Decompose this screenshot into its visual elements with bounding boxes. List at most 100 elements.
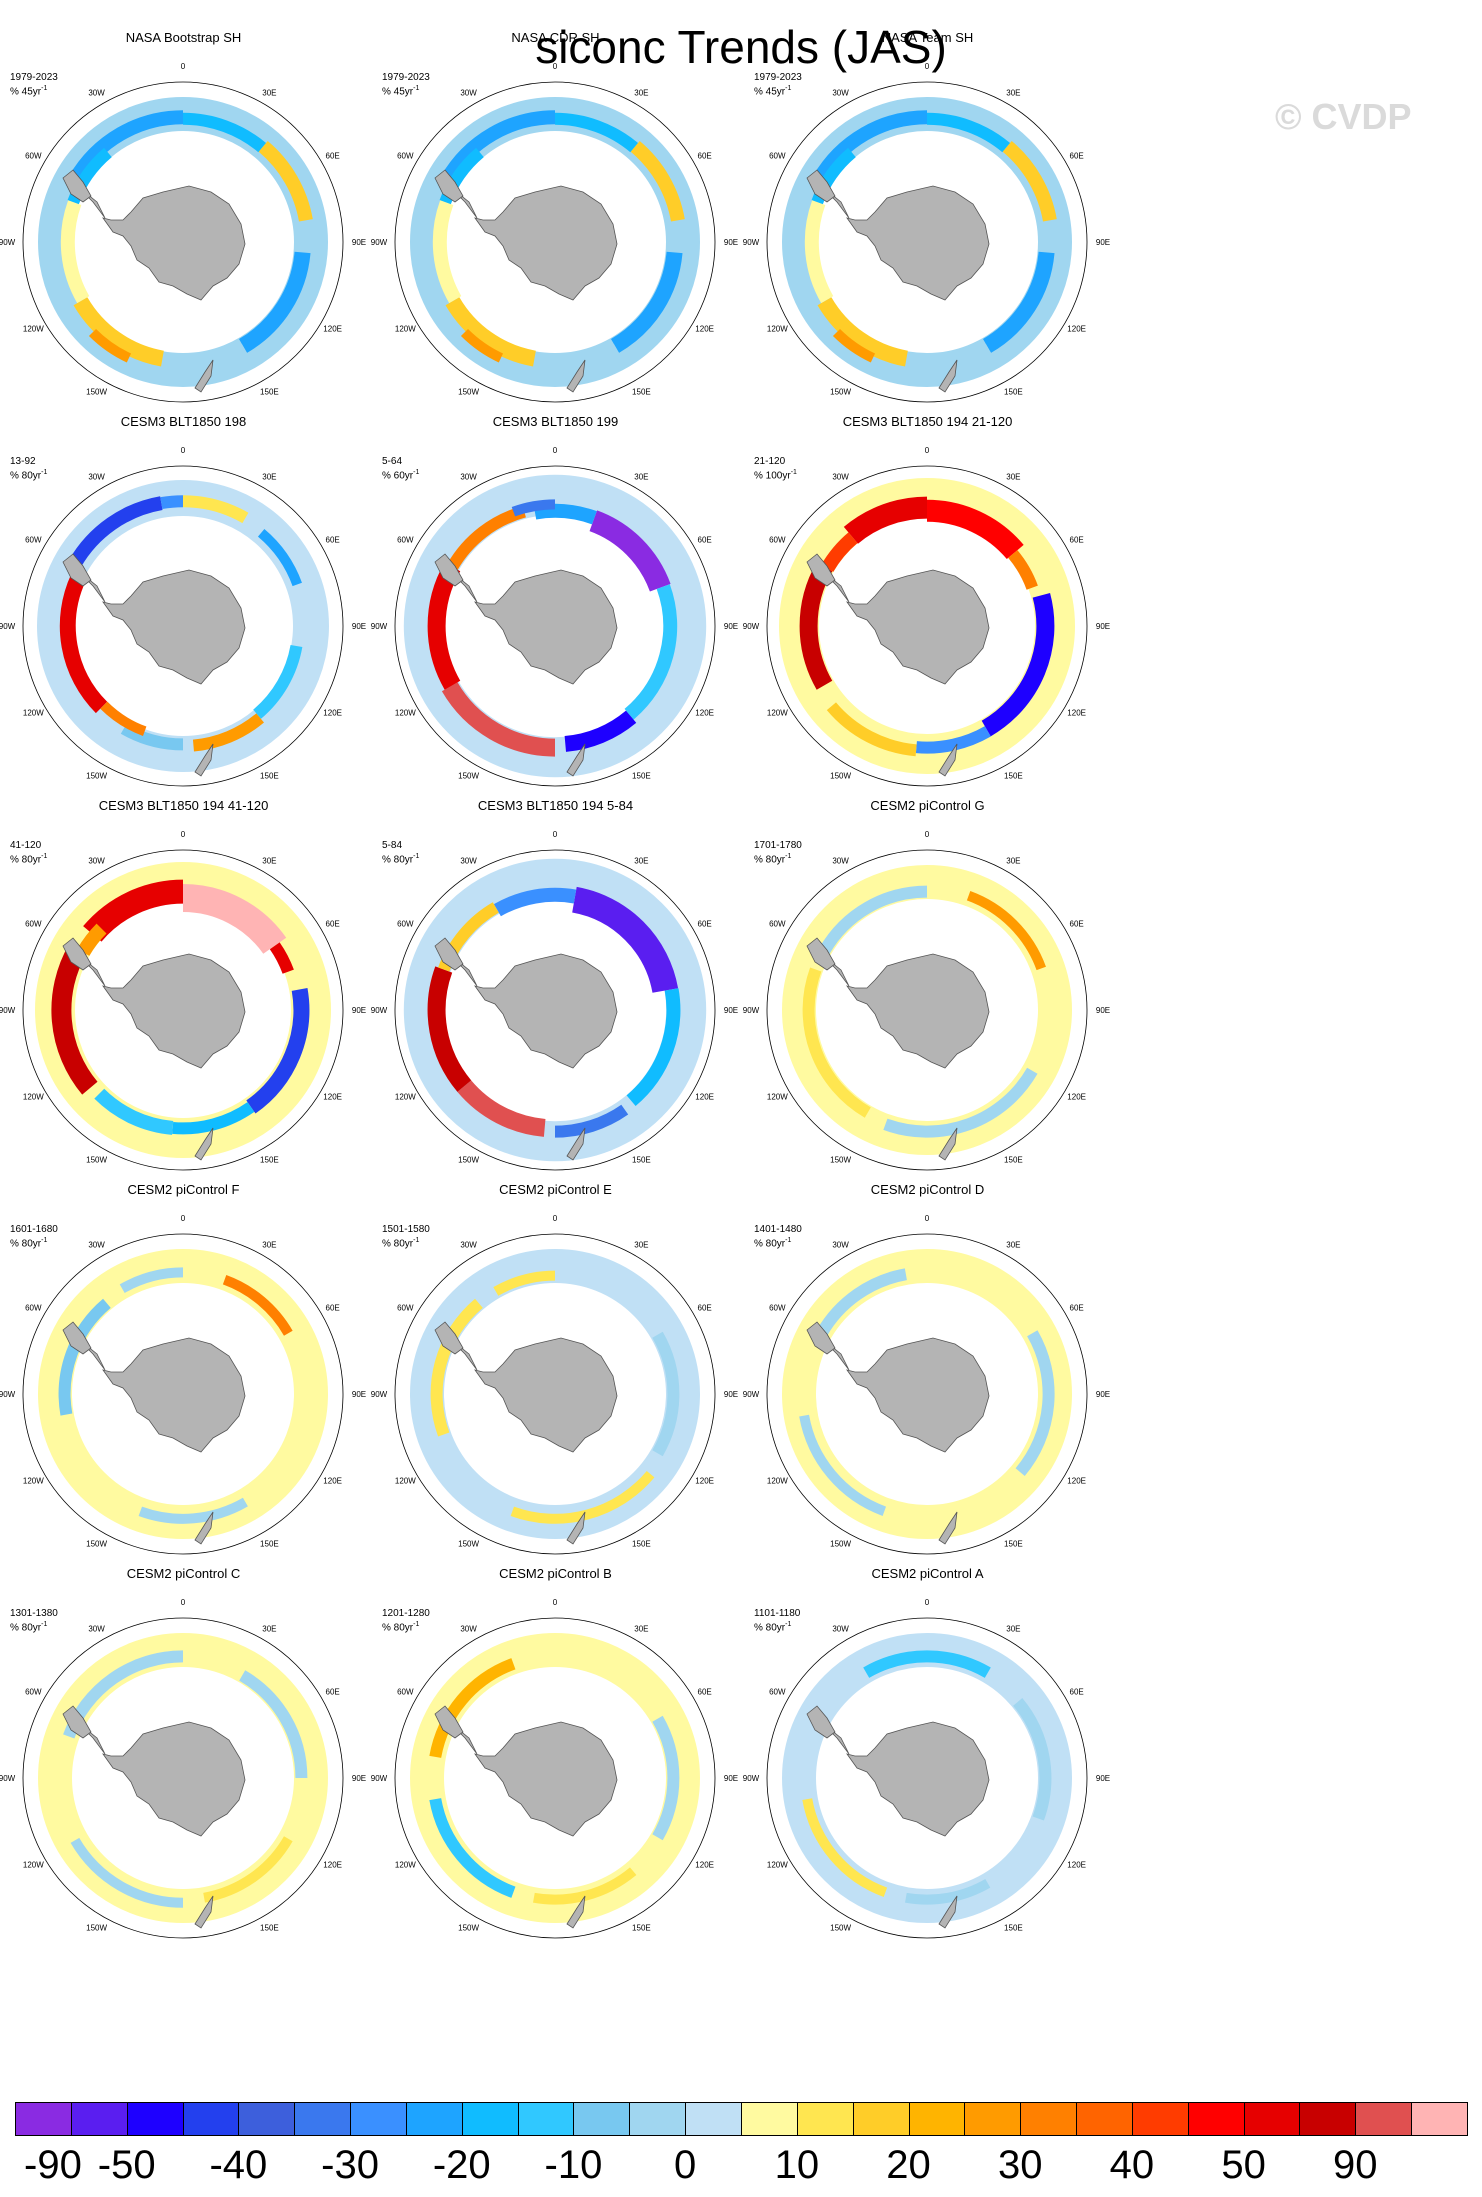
colorbar-swatch xyxy=(796,2102,854,2136)
land-mass xyxy=(62,1321,92,1355)
panel-period: 1979-2023 xyxy=(382,72,430,83)
panel-title: NASA Team SH xyxy=(881,30,974,45)
longitude-label: 0 xyxy=(925,1214,930,1223)
longitude-label: 0 xyxy=(925,1598,930,1607)
trend-shading xyxy=(58,1298,111,1416)
longitude-label: 30W xyxy=(460,856,477,865)
panel-units: % 80yr-1 xyxy=(10,853,48,866)
trend-shading xyxy=(624,584,678,720)
land-mass xyxy=(474,569,618,685)
longitude-label: 90W xyxy=(743,238,760,247)
map-panel: 030E60E90E120E150E180150W120W90W60W30WCE… xyxy=(741,414,1114,798)
longitude-label: 90E xyxy=(724,238,738,247)
longitude-label: 30E xyxy=(262,88,276,97)
longitude-label: 120E xyxy=(323,1092,342,1101)
map-panel: 030E60E90E120E150E180150W120W90W60W30WNA… xyxy=(0,30,370,414)
longitude-label: 120E xyxy=(695,1476,714,1485)
longitude-label: 90W xyxy=(371,238,388,247)
land-mass xyxy=(194,743,214,777)
trend-shading xyxy=(70,1837,184,1908)
trend-shading xyxy=(160,343,249,374)
panel-title: CESM2 piControl G xyxy=(870,798,985,813)
land-mass xyxy=(938,1895,958,1929)
land-mass xyxy=(434,1321,464,1355)
longitude-label: 30E xyxy=(262,856,276,865)
longitude-label: 90W xyxy=(371,1774,388,1783)
map-boundary xyxy=(394,1617,716,1939)
longitude-label: 60E xyxy=(698,152,712,161)
longitude-label: 120W xyxy=(23,1092,44,1101)
trend-shading xyxy=(457,1080,546,1137)
map-panel: 030E60E90E120E150E180150W120W90W60W30WCE… xyxy=(0,1182,370,1566)
panel-units: % 45yr-1 xyxy=(10,85,48,98)
trend-shading xyxy=(832,328,876,363)
trend-shading xyxy=(799,562,833,690)
longitude-label: 150W xyxy=(86,772,107,781)
trend-shading xyxy=(610,251,683,353)
land-mass xyxy=(474,1721,618,1837)
land-mass xyxy=(474,953,618,1069)
panel-period: 1501-1580 xyxy=(382,1224,430,1235)
longitude-label: 150W xyxy=(830,1540,851,1549)
trend-shading xyxy=(182,884,287,955)
longitude-label: 30W xyxy=(88,856,105,865)
longitude-label: 150W xyxy=(830,1924,851,1933)
longitude-label: 60E xyxy=(326,920,340,929)
polar-map: 030E60E90E120E150E180150W120W90W60W30W xyxy=(0,62,366,403)
panel-title: CESM2 piControl B xyxy=(499,1566,612,1581)
colorbar-swatch xyxy=(182,2102,240,2136)
panel-units: % 80yr-1 xyxy=(382,1237,420,1250)
panel-period: 5-64 xyxy=(382,456,403,467)
longitude-label: 60E xyxy=(326,536,340,545)
land-mass xyxy=(102,1337,246,1453)
map-panel: 030E60E90E120E150E180150W120W90W60W30WNA… xyxy=(369,30,742,414)
longitude-label: 90W xyxy=(0,622,16,631)
trend-shading xyxy=(533,1867,637,1905)
land-mass xyxy=(566,1127,586,1161)
trend-shading xyxy=(843,496,928,544)
trend-shading xyxy=(440,110,556,184)
land-mass xyxy=(566,743,586,777)
trend-shading xyxy=(826,702,917,757)
trend-shading xyxy=(905,1878,991,1905)
map-panel: 030E60E90E120E150E180150W120W90W60W30WCE… xyxy=(0,414,370,798)
trend-shading xyxy=(73,297,165,367)
land-mass xyxy=(434,553,464,587)
longitude-label: 90W xyxy=(371,622,388,631)
trend-shading xyxy=(564,710,637,752)
panel-title: CESM3 BLT1850 194 21-120 xyxy=(842,414,1013,429)
polar-map: 030E60E90E120E150E180150W120W90W60W30W xyxy=(743,830,1110,1171)
land-mass xyxy=(846,185,990,301)
trend-shading xyxy=(269,942,294,974)
trend-shading xyxy=(817,297,909,367)
trend-shading xyxy=(981,593,1055,737)
longitude-label: 150E xyxy=(1004,772,1023,781)
map-boundary xyxy=(22,1233,344,1555)
trend-shading xyxy=(554,112,639,153)
trend-shading xyxy=(571,886,679,994)
colorbar-label: -10 xyxy=(544,2143,603,2187)
longitude-label: 30E xyxy=(262,1240,276,1249)
trend-shading xyxy=(430,1298,483,1437)
longitude-label: 30W xyxy=(832,472,849,481)
longitude-label: 30W xyxy=(88,88,105,97)
longitude-label: 60W xyxy=(25,1688,42,1697)
colorbar-swatch xyxy=(573,2102,631,2136)
longitude-label: 150W xyxy=(458,772,479,781)
panel-title: CESM2 piControl F xyxy=(127,1182,240,1197)
colorbar-swatch xyxy=(126,2102,184,2136)
trend-shading xyxy=(589,510,671,592)
land-mass xyxy=(194,1895,214,1929)
longitude-label: 150E xyxy=(632,1156,651,1165)
longitude-label: 90E xyxy=(352,1390,366,1399)
longitude-label: 30E xyxy=(634,88,648,97)
polar-map: 030E60E90E120E150E180150W120W90W60W30W xyxy=(371,1598,738,1939)
land-mass xyxy=(434,169,464,203)
polar-map: 030E60E90E120E150E180150W120W90W60W30W xyxy=(743,1598,1110,1939)
trend-shading xyxy=(1002,141,1057,222)
colorbar-label: 40 xyxy=(1109,2143,1155,2187)
longitude-label: 0 xyxy=(925,446,930,455)
longitude-label: 120W xyxy=(395,1860,416,1869)
longitude-label: 150W xyxy=(86,1924,107,1933)
longitude-label: 90W xyxy=(743,1390,760,1399)
